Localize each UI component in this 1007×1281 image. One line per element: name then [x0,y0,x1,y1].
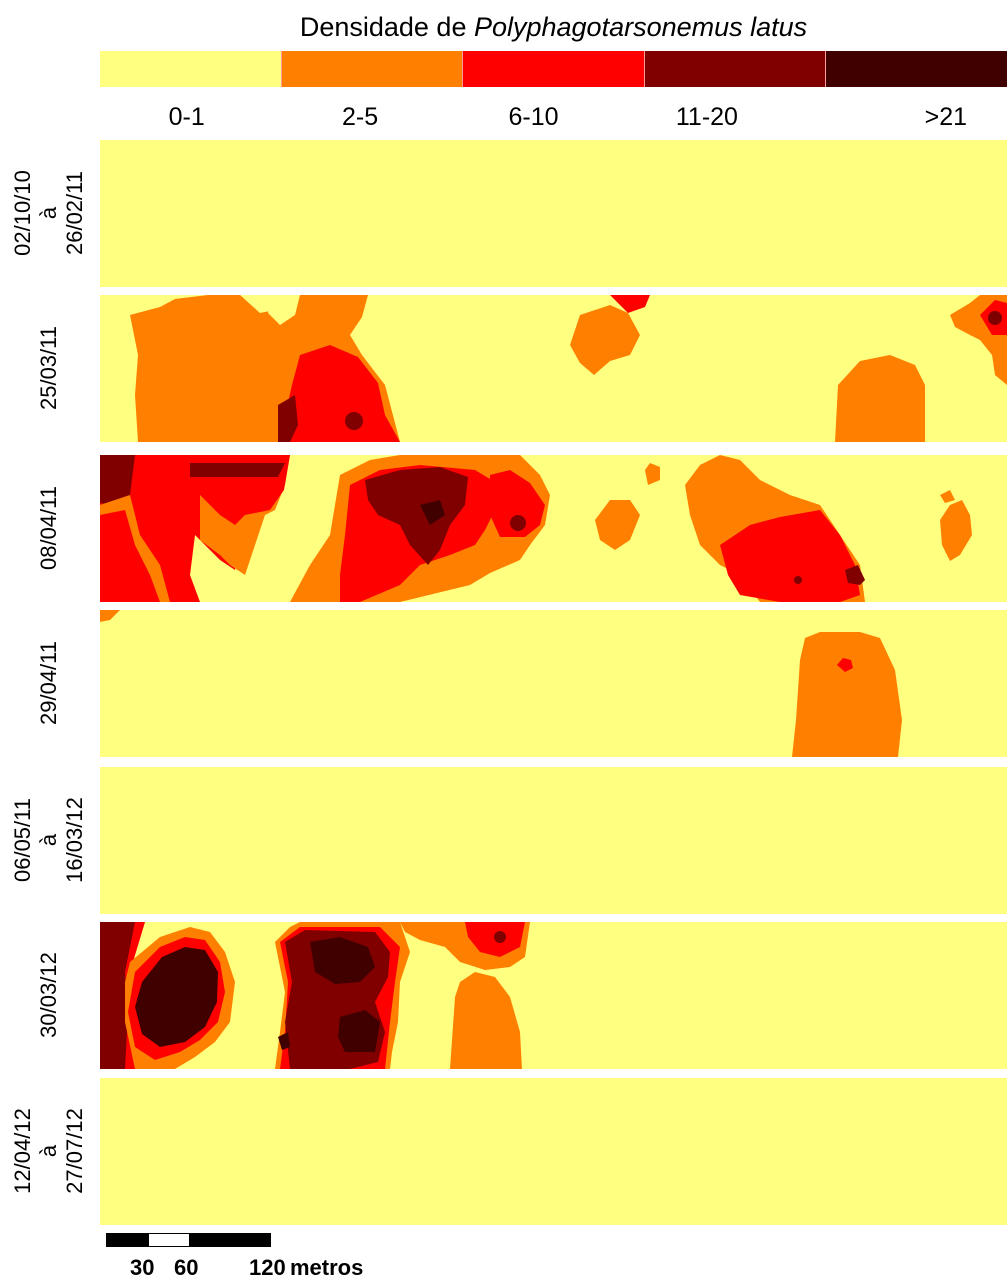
map-title: Densidade de Polyphagotarsonemus latus [100,10,1007,44]
date-line: à [36,1144,61,1158]
date-line: 30/03/12 [36,952,61,1038]
density-map-panel [100,295,1007,442]
panel-date-label: 02/10/10 à 26/02/11 [0,140,98,287]
legend-color-bar [100,51,1007,87]
panel-date-label: 12/04/12 à 27/07/12 [0,1078,98,1225]
legend-swatch-11-20 [644,51,827,87]
density-map-panel [100,140,1007,287]
date-line: 25/03/11 [36,325,61,411]
density-map-panel [100,610,1007,757]
legend-label: 11-20 [675,103,738,131]
legend-label: >21 [924,103,968,131]
date-line: 26/02/11 [62,170,87,256]
scale-tick-label: 60 [174,1255,199,1280]
panel-date-label: 08/04/11 [0,455,98,602]
title-prefix: Densidade de [299,12,474,42]
date-line: à [36,833,61,847]
date-line: 27/07/12 [62,1108,87,1194]
panel-date-label: 25/03/11 [0,295,98,442]
density-map-panel [100,455,1007,602]
scale-bar [106,1233,271,1247]
panel-date-label: 29/04/11 [0,610,98,757]
legend-labels: 0-1 2-5 6-10 11-20 >21 [100,100,1007,134]
legend-swatch-6-10 [463,51,645,87]
legend-label: 0-1 [168,103,205,131]
legend-label: 2-5 [342,103,379,131]
date-line: 06/05/11 [10,797,35,883]
density-map-panel [100,1078,1007,1225]
title-species: Polyphagotarsonemus latus [473,12,808,42]
date-line: 02/10/10 [10,170,35,256]
legend-swatch-2-5 [281,51,464,87]
legend-swatch-0-1 [100,51,282,87]
scale-tick-label: 120 [249,1255,286,1280]
scale-tick-label: 30 [130,1255,155,1280]
date-line: 08/04/11 [36,485,61,571]
legend-label: 6-10 [508,103,559,131]
scale-unit-label: metros [290,1255,364,1280]
date-line: 29/04/11 [36,640,61,726]
panel-date-label: 06/05/11 à 16/03/12 [0,767,98,914]
density-map-panel [100,922,1007,1069]
density-map-panel [100,767,1007,914]
date-line: 12/04/12 [10,1108,35,1194]
scale-bar-labels: 30 60 120 metros [0,1256,1007,1281]
date-line: à [36,206,61,220]
panel-date-label: 30/03/12 [0,922,98,1069]
date-line: 16/03/12 [62,797,87,883]
legend-swatch-gt21 [826,51,1007,87]
